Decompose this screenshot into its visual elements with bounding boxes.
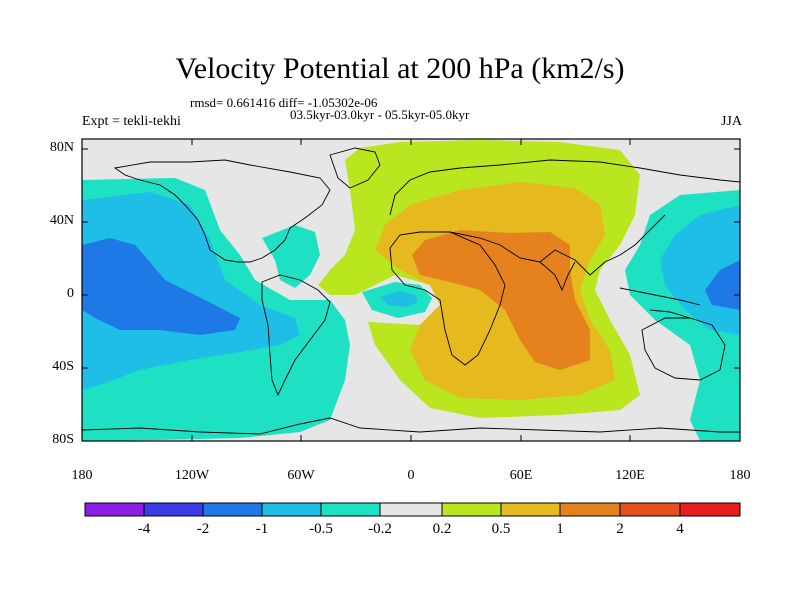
colorbar-swatch-3 [202, 502, 263, 517]
colorbar-swatch-4 [261, 502, 322, 517]
axis-ticks [81, 139, 741, 442]
lat-label-0: 0 [67, 286, 74, 301]
lat-label-80s: 80S [52, 432, 74, 447]
colorbar-swatch-9 [559, 502, 621, 517]
north-america-coast [113, 159, 331, 263]
colorbar-swatch-6 [379, 502, 443, 517]
colorbar-label: 2 [616, 521, 624, 537]
eqatlantic-blue-patch [380, 291, 418, 307]
lat-label-40s: 40S [52, 359, 74, 374]
antarctica-coast [82, 417, 740, 435]
colorbar-swatch-11 [679, 502, 741, 517]
lon-label-0: 0 [407, 468, 415, 483]
season-label: JJA [720, 114, 742, 129]
lat-label-40n: 40N [49, 213, 74, 228]
colorbar-swatch-8 [500, 502, 561, 517]
colorbar-label: 1 [556, 521, 564, 537]
wpac-blue-region [705, 260, 740, 310]
coastlines [82, 147, 740, 435]
colorbar-label: 0.2 [432, 521, 452, 537]
colorbar-label: -1 [255, 521, 269, 537]
experiment-label: Expt = tekli-tekhi [82, 114, 181, 129]
eurasia-south-coast [449, 214, 666, 276]
lon-label-120e: 120E [615, 468, 645, 483]
lon-label-180w: 180 [71, 468, 93, 483]
colorbar [84, 502, 741, 517]
chart-title: Velocity Potential at 200 hPa (km2/s) [175, 52, 625, 85]
pacific-lightblue-region [82, 192, 300, 390]
south-america-coast [261, 274, 331, 397]
colorbar-swatch-1 [84, 502, 145, 517]
colorbar-label: -4 [137, 521, 151, 537]
colorbar-swatch-7 [441, 502, 502, 517]
contour-fill [82, 139, 740, 441]
period-line: 03.5kyr-03.0kyr - 05.5kyr-05.0kyr [290, 107, 470, 122]
atlantic-cyan-patch [262, 225, 320, 288]
lat-label-80n: 80N [49, 140, 74, 155]
colorbar-label: -0.2 [368, 521, 392, 537]
colorbar-swatch-10 [619, 502, 681, 517]
colorbar-label: -0.5 [309, 521, 333, 537]
greenland-coast [329, 147, 381, 189]
india-coast [539, 261, 576, 292]
stats-line: rmsd= 0.661416 diff= -1.05302e-06 [190, 95, 378, 110]
australia-coast [641, 317, 726, 381]
lon-label-180e: 180 [729, 468, 751, 483]
africa-coast [389, 231, 506, 366]
colorbar-label: 0.5 [491, 521, 511, 537]
lon-label-120w: 120W [174, 468, 210, 483]
colorbar-swatch-2 [143, 502, 204, 517]
colorbar-label: -2 [196, 521, 210, 537]
eurasia-coast [389, 159, 740, 216]
lon-label-60w: 60W [287, 468, 315, 483]
pacific-blue-region [82, 238, 240, 335]
colorbar-swatch-5 [320, 502, 381, 517]
colorbar-label: 4 [676, 521, 684, 537]
lon-label-60e: 60E [509, 468, 533, 483]
indonesia-coast [619, 287, 701, 319]
